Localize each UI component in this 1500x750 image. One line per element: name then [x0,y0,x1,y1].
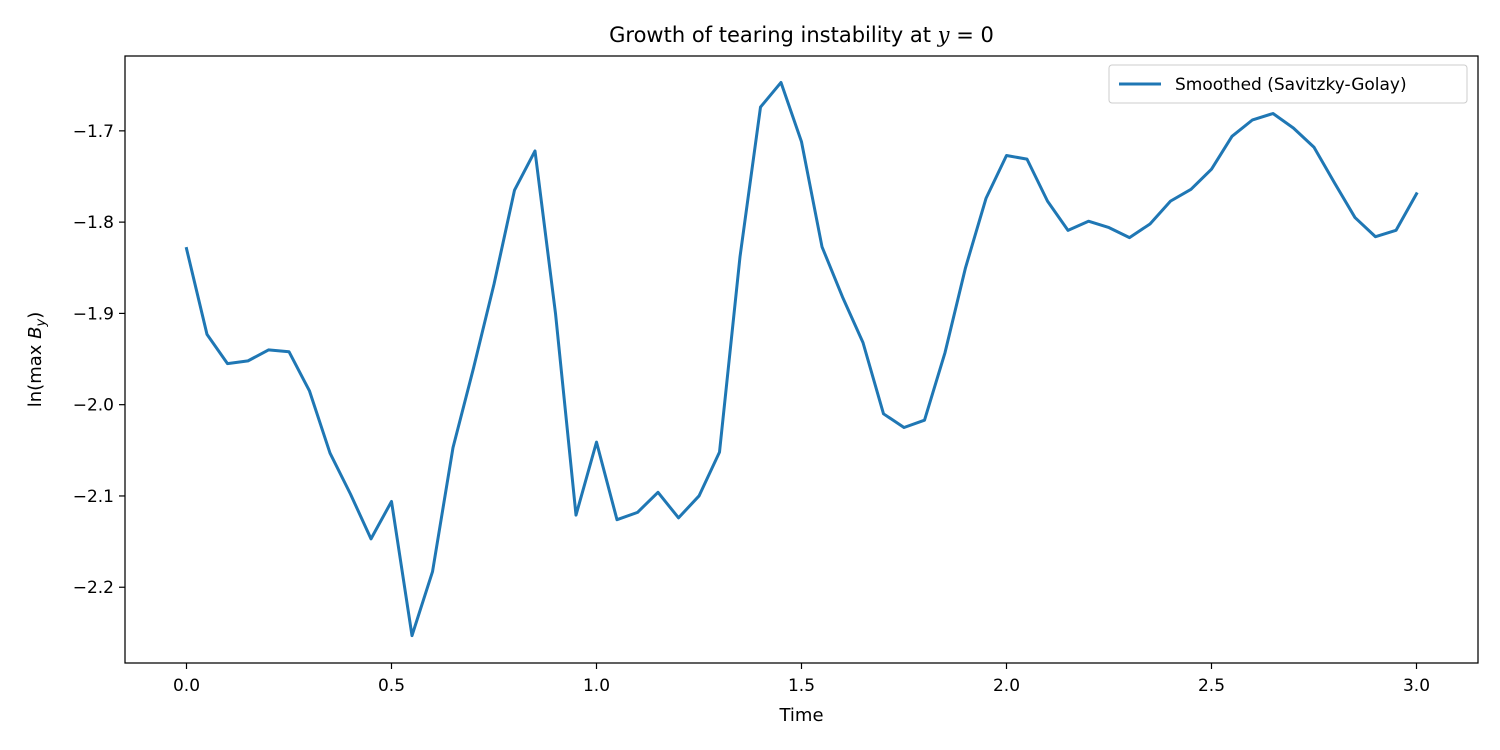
chart-title-group: Growth of tearing instability at y = 0 [609,23,994,47]
y-tick-label: −1.7 [73,122,114,142]
legend-label: Smoothed (Savitzky-Golay) [1175,75,1407,95]
x-tick-label: 0.0 [173,676,200,696]
legend: Smoothed (Savitzky-Golay) [1108,64,1468,104]
axis-ticks: 0.0 0.5 1.0 1.5 2.0 2.5 3.0 −2.2 −2.1 −2.0 −1.9 −1.… [73,122,1430,696]
y-tick-label: −2.2 [73,578,114,598]
series-line [184,80,1419,638]
x-tick-label: 1.0 [583,676,610,696]
plot-frame [124,55,1479,664]
series-group [184,80,1419,638]
y-tick-label: −1.8 [73,213,114,233]
y-tick-label: −1.9 [73,304,114,324]
y-tick-label: −2.1 [73,487,114,507]
y-axis-label: ln(max By) [25,312,49,407]
y-tick-label: −2.0 [73,396,114,416]
legend-box [1108,64,1468,104]
y-axis-label-text: ln(max By) [25,312,49,407]
x-tick-label: 2.0 [993,676,1020,696]
x-axis-label: Time [778,705,823,726]
x-tick-label: 1.5 [788,676,815,696]
chart-title: Growth of tearing instability at y = 0 [609,23,994,47]
x-tick-label: 0.5 [378,676,405,696]
x-tick-label: 3.0 [1403,676,1430,696]
x-tick-label: 2.5 [1198,676,1225,696]
